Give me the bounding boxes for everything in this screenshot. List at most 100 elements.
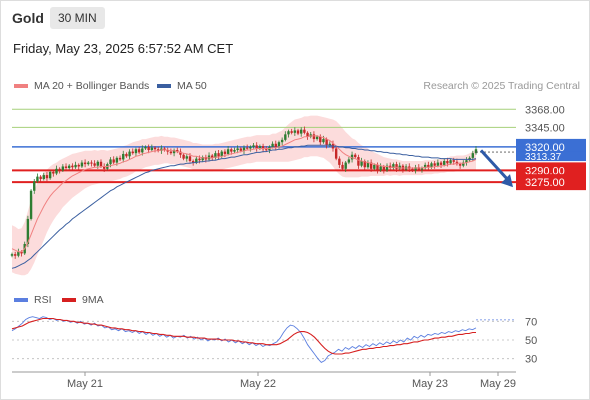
candle-body xyxy=(153,147,157,150)
candle-body xyxy=(322,139,325,143)
candle-body xyxy=(312,134,316,140)
candle-body xyxy=(226,149,230,154)
candle-body xyxy=(379,166,382,171)
candle-body xyxy=(118,157,122,160)
candle-body xyxy=(350,154,354,160)
candle-body xyxy=(122,153,125,160)
legend-bb-label: MA 20 + Bollinger Bands xyxy=(34,80,150,92)
candle-body xyxy=(341,164,344,169)
candle-body xyxy=(245,147,249,149)
candle-body xyxy=(64,166,68,169)
candle-body xyxy=(249,146,252,149)
level-label-resistance: 3345.00 xyxy=(525,122,565,134)
candle-body xyxy=(433,163,436,166)
candle-body xyxy=(220,151,223,157)
candle-body xyxy=(93,163,96,166)
candle-body xyxy=(96,161,100,166)
candle-body xyxy=(10,254,14,256)
candle-body xyxy=(446,160,449,164)
x-tick-label: May 23 xyxy=(412,378,448,390)
candle-body xyxy=(366,162,370,168)
candle-body xyxy=(233,150,236,152)
legend-9ma-label: 9MA xyxy=(82,294,104,306)
candle-body xyxy=(385,165,389,171)
candle-body xyxy=(287,131,290,135)
candle-body xyxy=(363,160,366,168)
candle-body xyxy=(112,159,115,163)
level-label-support: 3275.00 xyxy=(525,177,565,189)
candle-body xyxy=(144,146,147,149)
candle-body xyxy=(87,162,90,165)
candle-body xyxy=(357,157,360,166)
candle-body xyxy=(26,218,30,244)
candle-body xyxy=(33,181,36,191)
bb-swatch-icon xyxy=(14,84,28,89)
candle-body xyxy=(102,166,106,169)
candle-body xyxy=(420,168,424,170)
bollinger-band-area xyxy=(12,115,476,276)
candle-body xyxy=(71,165,74,168)
candle-body xyxy=(258,146,262,149)
candle-body xyxy=(36,176,39,182)
legend-bb: MA 20 + Bollinger Bands xyxy=(14,80,149,92)
candle-body xyxy=(48,171,52,179)
candle-body xyxy=(191,160,195,163)
candle-body xyxy=(369,162,373,169)
datetime-label: Friday, May 23, 2025 6:57:52 AM CET xyxy=(13,41,234,56)
rsi-line xyxy=(11,316,477,363)
candle-body xyxy=(185,156,188,159)
credit-text: Research © 2025 Trading Central xyxy=(423,80,580,92)
candle-body xyxy=(147,146,150,151)
candle-body xyxy=(17,251,20,256)
candle-body xyxy=(198,158,201,161)
candle-body xyxy=(163,148,166,151)
candle-body xyxy=(271,143,274,147)
ma50-swatch-icon xyxy=(157,84,171,89)
candle-body xyxy=(252,145,255,147)
candle-body xyxy=(179,151,182,155)
legend-ma50: MA 50 xyxy=(157,80,207,92)
candle-body xyxy=(99,161,103,167)
candle-body xyxy=(414,167,417,171)
candle-body xyxy=(55,168,58,174)
candle-body xyxy=(52,171,55,174)
candle-body xyxy=(284,134,287,140)
candle-body xyxy=(80,162,84,167)
rsi-tick-label: 50 xyxy=(525,335,537,347)
forecast-arrow-shaft xyxy=(479,149,512,184)
candle-body xyxy=(325,139,328,146)
candle-body xyxy=(354,154,357,158)
candle-body xyxy=(242,147,246,151)
candle-body xyxy=(474,149,478,154)
level-label-resistance: 3368.00 xyxy=(525,104,565,116)
candle-body xyxy=(471,153,475,158)
x-tick-label: May 29 xyxy=(480,378,516,390)
candle-body xyxy=(169,151,173,154)
candle-body xyxy=(398,165,401,169)
candle-body xyxy=(83,162,87,165)
candle-body xyxy=(74,164,77,168)
candle-body xyxy=(223,151,227,154)
candle-body xyxy=(319,136,322,143)
candle-body xyxy=(109,159,112,165)
candle-body xyxy=(458,164,462,166)
candle-body xyxy=(195,158,198,163)
candle-body xyxy=(344,162,347,169)
candle-body xyxy=(61,166,65,171)
ma9-swatch-icon xyxy=(62,298,76,303)
timeframe-button[interactable]: 30 MIN xyxy=(50,7,105,29)
candle-body xyxy=(29,190,33,219)
candle-body xyxy=(188,156,192,161)
rsi-9ma-line xyxy=(11,317,476,355)
legend-rsi: RSI xyxy=(14,294,52,306)
candle-body xyxy=(430,163,433,168)
level-tag-pivot xyxy=(516,138,586,155)
candle-body xyxy=(182,154,185,159)
candle-body xyxy=(449,160,452,164)
candle-body xyxy=(277,142,281,147)
candle-body xyxy=(255,145,258,149)
ma50-line xyxy=(11,144,477,269)
candle-body xyxy=(465,160,468,163)
candle-body xyxy=(334,148,338,159)
rsi-tick-label: 70 xyxy=(525,316,537,328)
